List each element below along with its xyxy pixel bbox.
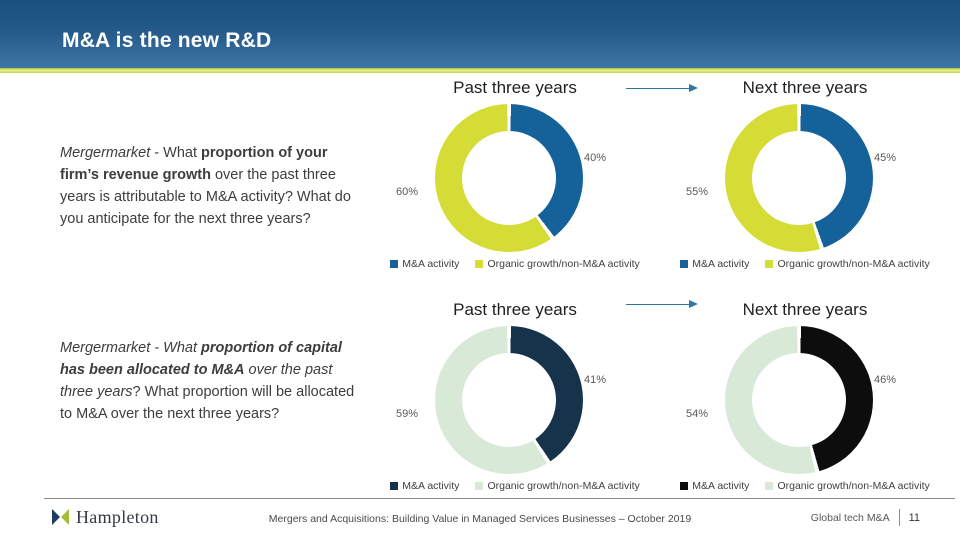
chart-title: Past three years [453, 300, 577, 319]
data-label-organic: 59% [396, 408, 419, 420]
donut-chart-capital-past: Past three years 41% 59% M&A activity Or… [370, 300, 660, 500]
header-accent-line [0, 68, 960, 73]
footer-section-label: Global tech M&A [810, 511, 890, 524]
legend-swatch-organic [475, 260, 484, 268]
question-revenue-growth: Mergermarket - What proportion of your f… [60, 145, 351, 228]
data-label-organic: 54% [686, 408, 709, 420]
chart-title: Next three years [742, 300, 868, 319]
legend-swatch-organic [475, 482, 484, 490]
donut-chart-revenue-past: Past three years 40% 60% M&A activity Or… [370, 78, 660, 278]
chart-title: Past three years [453, 78, 577, 97]
slide-title: M&A is the new R&D [62, 29, 272, 52]
legend-item-ma: M&A activity [390, 258, 459, 270]
arrow-head-icon [689, 300, 698, 308]
donut-chart-capital-next: Next three years 46% 54% M&A activity Or… [660, 300, 950, 500]
legend-item-ma: M&A activity [680, 480, 749, 492]
legend-label-organic: Organic growth/non-M&A activity [777, 480, 930, 492]
data-label-ma: 46% [874, 374, 897, 386]
data-label-ma: 45% [874, 152, 897, 164]
legend-label-organic: Organic growth/non-M&A activity [777, 258, 930, 270]
chart-legend: M&A activity Organic growth/non-M&A acti… [660, 258, 950, 270]
hampleton-logo: Hampleton [52, 507, 159, 528]
logo-text: Hampleton [76, 507, 159, 527]
footer-divider [44, 498, 955, 499]
legend-swatch-ma [390, 482, 399, 490]
footer-separator [898, 509, 900, 526]
legend-label-organic: Organic growth/non-M&A activity [487, 480, 640, 492]
legend-label-ma: M&A activity [402, 258, 460, 270]
legend-item-organic: Organic growth/non-M&A activity [765, 480, 930, 492]
chart-title: Next three years [742, 78, 868, 97]
chart-legend: M&A activity Organic growth/non-M&A acti… [370, 480, 660, 492]
footer-right: Global tech M&A 11 [811, 509, 920, 526]
legend-item-organic: Organic growth/non-M&A activity [765, 258, 930, 270]
footer-report-title: Mergers and Acquisitions: Building Value… [268, 513, 692, 525]
donut-ring [435, 104, 583, 252]
legend-item-ma: M&A activity [680, 258, 749, 270]
legend-label-organic: Organic growth/non-M&A activity [487, 258, 640, 270]
legend-swatch-ma [680, 260, 689, 268]
legend-label-ma: M&A activity [692, 258, 750, 270]
donut-chart-revenue-next: Next three years 45% 55% M&A activity Or… [660, 78, 950, 278]
legend-item-ma: M&A activity [390, 480, 459, 492]
flow-arrow-bottom [626, 300, 698, 309]
legend-swatch-organic [765, 260, 774, 268]
chart-legend: M&A activity Organic growth/non-M&A acti… [660, 480, 950, 492]
donut-ring [725, 326, 873, 474]
arrow-head-icon [689, 84, 698, 92]
hampleton-bowtie-icon [52, 509, 69, 526]
arrow-shaft [626, 87, 689, 90]
legend-label-ma: M&A activity [402, 480, 460, 492]
donut-ring [725, 104, 873, 252]
flow-arrow-top [626, 84, 698, 93]
question-capital-allocation: Mergermarket - What proportion of capita… [60, 340, 355, 423]
legend-label-ma: M&A activity [692, 480, 750, 492]
data-label-ma: 40% [584, 152, 607, 164]
legend-item-organic: Organic growth/non-M&A activity [475, 258, 640, 270]
legend-swatch-ma [680, 482, 689, 490]
slide-header: M&A is the new R&D [0, 0, 960, 68]
legend-swatch-organic [765, 482, 774, 490]
page-number: 11 [908, 511, 920, 524]
data-label-ma: 41% [584, 374, 607, 386]
chart-legend: M&A activity Organic growth/non-M&A acti… [370, 258, 660, 270]
legend-swatch-ma [390, 260, 399, 268]
donut-ring [435, 326, 583, 474]
legend-item-organic: Organic growth/non-M&A activity [475, 480, 640, 492]
arrow-shaft [626, 303, 689, 306]
data-label-organic: 60% [396, 186, 419, 198]
data-label-organic: 55% [686, 186, 709, 198]
